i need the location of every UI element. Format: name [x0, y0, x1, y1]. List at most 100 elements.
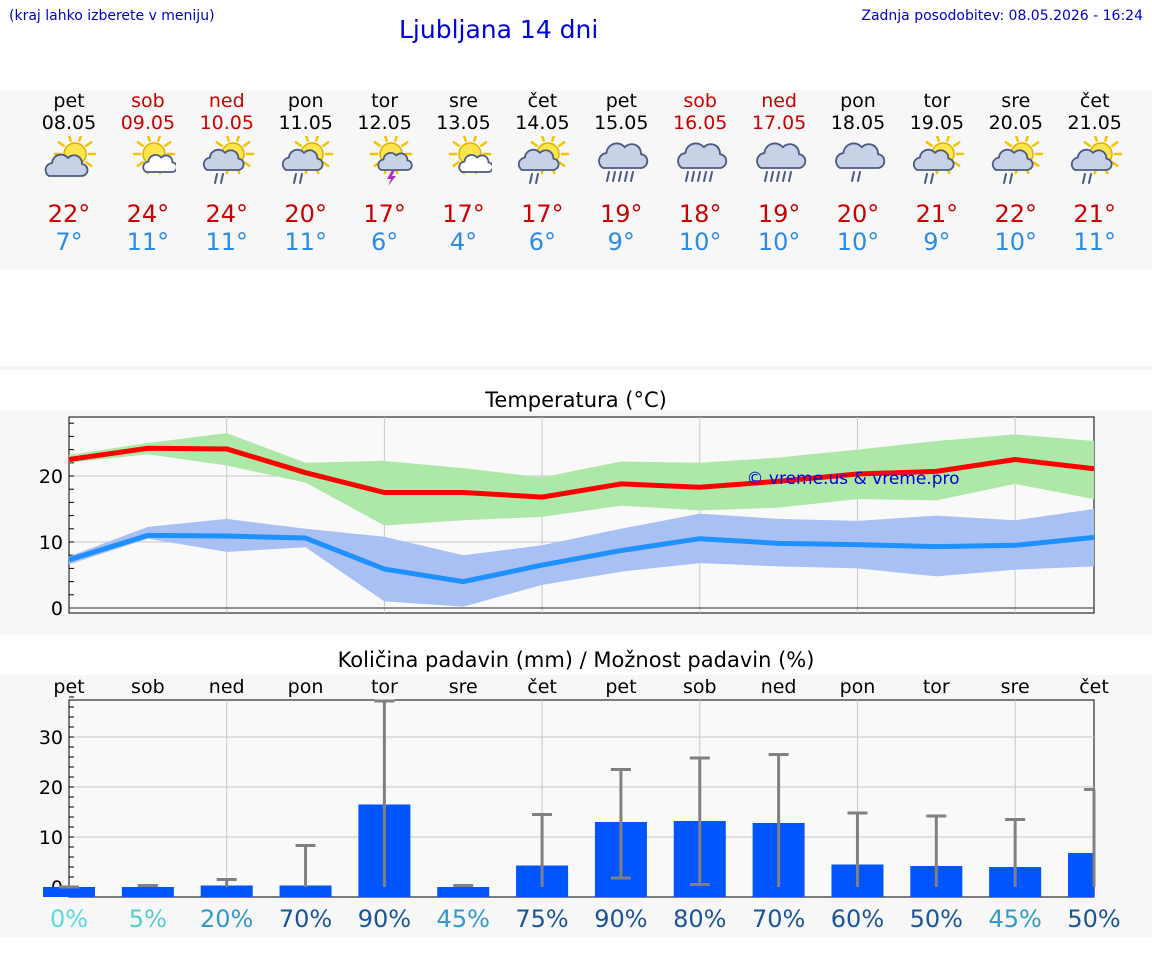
cloud-shape — [142, 154, 176, 173]
rain-drop — [529, 173, 534, 184]
cloud-shape — [598, 142, 649, 169]
sun-ray — [85, 140, 93, 148]
cloud-rain-icon — [835, 142, 886, 182]
rain-drop — [292, 173, 297, 184]
rain-drop — [770, 171, 775, 182]
sun-ray — [452, 140, 460, 148]
page-title: Ljubljana 14 dni — [399, 15, 599, 44]
day-name: pon — [287, 90, 324, 112]
high-temp: 17° — [442, 200, 485, 228]
high-temp: 21° — [1073, 200, 1116, 228]
low-temp: 11° — [284, 228, 327, 256]
sun-ray — [373, 140, 381, 148]
low-temp: 10° — [757, 228, 801, 256]
precip-chance-label: 75% — [515, 905, 568, 933]
sun-ray — [383, 136, 388, 142]
series-line — [68, 532, 1095, 585]
icon-art — [756, 142, 807, 182]
cloud-shape — [991, 148, 1034, 171]
sun-cloud-rain-icon — [991, 136, 1044, 184]
sun-ray — [215, 140, 223, 148]
sun-ray — [945, 136, 951, 142]
cloud-shape — [1070, 148, 1113, 171]
rain-drop — [691, 171, 696, 182]
cloud-shape — [376, 152, 413, 171]
lightning-bolt — [386, 170, 396, 186]
y-tick-label: 20 — [39, 466, 63, 488]
rain-drop — [1087, 173, 1092, 184]
heavy-rain-icon — [677, 142, 728, 182]
sun-ray — [85, 160, 93, 168]
precip-chance-label: 90% — [358, 905, 411, 933]
low-temp: 10° — [836, 228, 880, 256]
temperature-chart-title: Temperatura (°C) — [485, 388, 667, 412]
precip-chance-label: 80% — [673, 905, 726, 933]
icon-art — [1070, 136, 1122, 184]
low-temp: 11° — [126, 228, 170, 256]
sun-ray — [1083, 140, 1091, 148]
precip-chance-label: 45% — [437, 905, 490, 933]
day-name: sob — [683, 90, 717, 112]
x-day-label: pet — [605, 676, 636, 698]
sun-ray — [235, 136, 240, 142]
day-name: čet — [1079, 90, 1110, 112]
x-day-label: čet — [527, 676, 557, 698]
icon-art — [518, 136, 570, 184]
sun-ray — [67, 136, 72, 142]
high-temp: 19° — [600, 200, 643, 228]
heavy-rain-icon — [598, 142, 649, 182]
partly-cloudy-icon — [44, 136, 97, 177]
sun-cloud-rain-icon — [202, 136, 255, 184]
rain-drop — [923, 173, 928, 184]
x-day-label: sob — [683, 676, 717, 698]
icon-art — [132, 136, 176, 175]
precip-chance-label: 60% — [831, 905, 884, 933]
y-tick-label: 10 — [39, 827, 63, 849]
rain-drop — [929, 173, 934, 184]
cloud-shape — [912, 148, 955, 171]
low-temp: 9° — [607, 228, 635, 256]
day-name: sre — [1001, 90, 1031, 112]
low-temp: 7° — [55, 228, 83, 256]
plot-area — [68, 699, 1095, 898]
sun-ray — [225, 136, 230, 142]
rain-drop — [213, 173, 218, 184]
cloud-shape — [281, 148, 324, 171]
high-temp: 19° — [757, 200, 801, 228]
rain-drop — [857, 171, 861, 182]
sun-ray — [925, 140, 933, 148]
sun-ray — [321, 140, 330, 148]
high-temp: 22° — [47, 200, 91, 228]
x-day-label: ned — [761, 676, 797, 698]
sun-ray — [935, 136, 940, 142]
day-name: tor — [371, 90, 399, 112]
sun-ray — [1014, 136, 1019, 142]
high-temp: 20° — [836, 200, 880, 228]
sun-ray — [952, 140, 961, 148]
sun-ray — [393, 136, 398, 142]
sun-ray — [136, 160, 144, 168]
sun-ray — [952, 160, 961, 168]
high-temp: 17° — [363, 200, 406, 228]
day-date: 11.05 — [278, 112, 333, 134]
day-name: čet — [527, 90, 558, 112]
precip-chance-label: 70% — [752, 905, 805, 933]
day-date: 15.05 — [594, 112, 649, 134]
day-date: 08.05 — [41, 112, 97, 134]
sun-ray — [1110, 160, 1119, 168]
precip-chance-label: 5% — [129, 905, 167, 933]
day-date: 17.05 — [751, 112, 807, 134]
section-divider — [0, 366, 1152, 370]
sun-ray — [314, 136, 319, 142]
icon-art — [281, 136, 333, 184]
low-temp: 10° — [678, 228, 722, 256]
cloud-shape — [202, 148, 245, 171]
sun-ray — [136, 140, 144, 148]
cloud-shape — [677, 142, 728, 169]
precip-bar — [43, 887, 95, 897]
sun-cloud-rain-icon — [518, 136, 570, 184]
icon-art — [991, 136, 1044, 184]
rain-drop — [612, 171, 617, 182]
sun-ray — [146, 136, 151, 142]
